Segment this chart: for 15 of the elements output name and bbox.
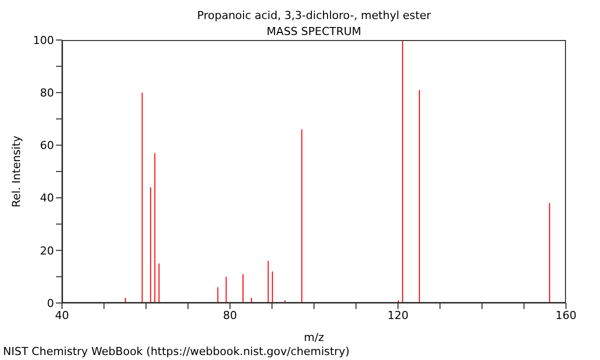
x-tick-label: 120 bbox=[388, 308, 408, 322]
y-tick-label: 20 bbox=[40, 244, 54, 258]
y-tick-label: 60 bbox=[40, 139, 54, 152]
chart-subtitle: MASS SPECTRUM bbox=[266, 24, 362, 40]
y-tick-label: 40 bbox=[40, 192, 54, 205]
y-tick-label: 0 bbox=[47, 296, 54, 310]
y-tick-label: 80 bbox=[40, 86, 54, 100]
x-tick-label: 40 bbox=[55, 308, 69, 322]
y-tick-label: 100 bbox=[33, 34, 54, 47]
text: NIST Chemistry WebBook (https://webbook.nist.gov/chemistry) bbox=[3, 345, 350, 358]
x-tick-label: 160 bbox=[556, 308, 576, 322]
x-tick-label: 80 bbox=[223, 308, 237, 322]
x-axis-title: m/z bbox=[304, 331, 324, 344]
chart-title: Propanoic acid, 3,3-dichloro-, methyl ester bbox=[196, 8, 432, 24]
y-axis-title: Rel. Intensity bbox=[10, 135, 23, 208]
